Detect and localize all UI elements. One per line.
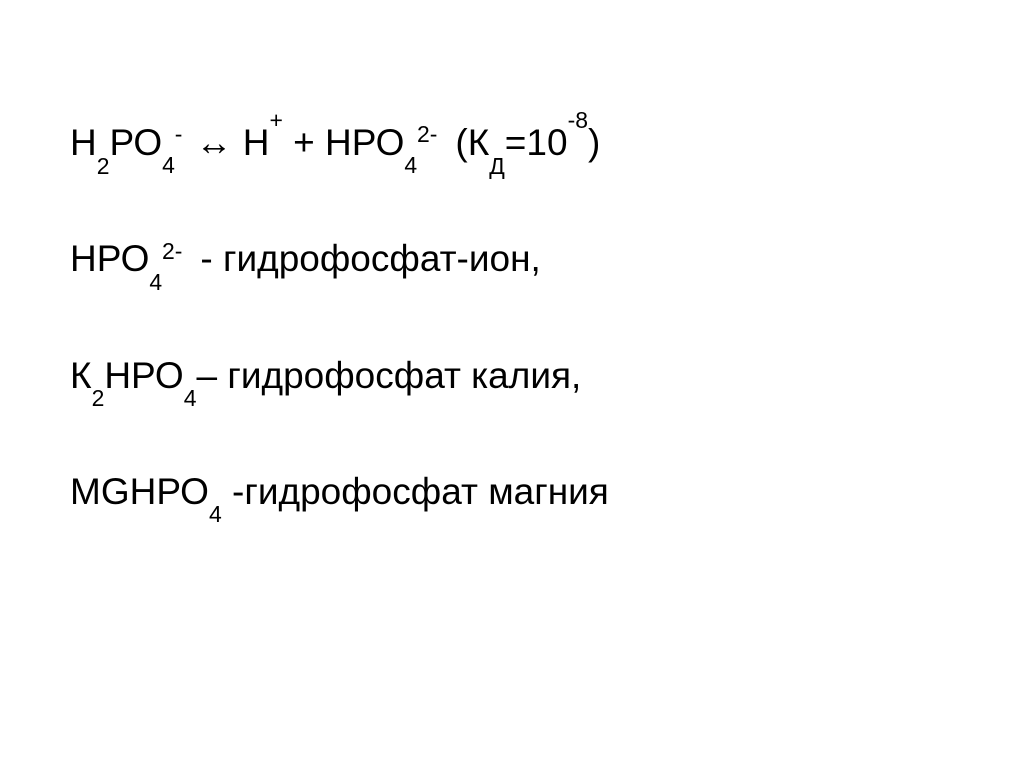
eq-part: Н — [232, 122, 269, 163]
species-sub: 4 — [209, 501, 222, 527]
species-prefix: К — [70, 355, 92, 396]
slide-content: Н2РО4-↔ Н+ + НРО42- (КД=10-8) НРО42- - г… — [0, 0, 1024, 767]
definition-text: – гидрофосфат калия, — [196, 355, 581, 396]
eq-part: НРО — [325, 122, 404, 163]
eq-plus: + — [283, 122, 325, 163]
species: НРО — [70, 238, 149, 279]
definition-text: -гидрофосфат магния — [222, 471, 609, 512]
definition-line-2: К2НРО4– гидрофосфат калия, — [70, 353, 954, 399]
eq-part: Н — [70, 122, 97, 163]
species-sub: 4 — [184, 385, 197, 411]
species: НРО — [104, 355, 183, 396]
definition-line-1: НРО42- - гидрофосфат-ион, — [70, 236, 954, 282]
eq-sub: 2 — [97, 153, 110, 179]
definition-text: - гидрофосфат-ион, — [190, 238, 541, 279]
eq-part: ) — [588, 122, 600, 163]
eq-sub: Д — [489, 153, 505, 179]
eq-sup: -8 — [568, 107, 588, 133]
definition-line-3: MGНРО4 -гидрофосфат магния — [70, 469, 954, 515]
equation-line: Н2РО4-↔ Н+ + НРО42- (КД=10-8) — [70, 120, 954, 166]
species-sub: 2 — [92, 385, 105, 411]
eq-part: РО — [110, 122, 163, 163]
eq-sup: + — [269, 107, 282, 133]
eq-arrow: ↔ — [195, 122, 232, 163]
eq-part: =10 — [505, 122, 568, 163]
eq-part: (К — [445, 122, 489, 163]
species: MGНРО — [70, 471, 209, 512]
